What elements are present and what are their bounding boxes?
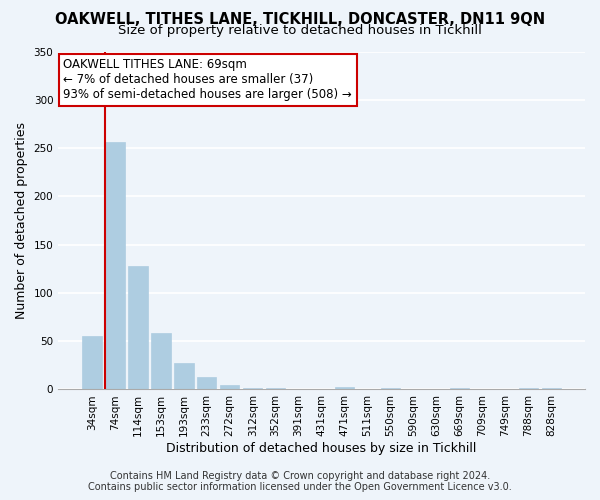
Bar [128,266,148,390]
Bar [105,142,125,390]
Bar [266,388,286,390]
Bar [151,334,170,390]
Bar [243,388,262,390]
Text: Contains HM Land Registry data © Crown copyright and database right 2024.
Contai: Contains HM Land Registry data © Crown c… [88,471,512,492]
Bar [335,386,355,390]
Bar [542,388,561,390]
Text: OAKWELL, TITHES LANE, TICKHILL, DONCASTER, DN11 9QN: OAKWELL, TITHES LANE, TICKHILL, DONCASTE… [55,12,545,28]
Text: OAKWELL TITHES LANE: 69sqm
← 7% of detached houses are smaller (37)
93% of semi-: OAKWELL TITHES LANE: 69sqm ← 7% of detac… [64,58,352,102]
Bar [197,377,217,390]
Bar [449,388,469,390]
Bar [381,388,400,390]
X-axis label: Distribution of detached houses by size in Tickhill: Distribution of detached houses by size … [166,442,477,455]
Bar [220,384,239,390]
Bar [174,364,194,390]
Bar [518,388,538,390]
Text: Size of property relative to detached houses in Tickhill: Size of property relative to detached ho… [118,24,482,37]
Bar [82,336,101,390]
Y-axis label: Number of detached properties: Number of detached properties [15,122,28,319]
